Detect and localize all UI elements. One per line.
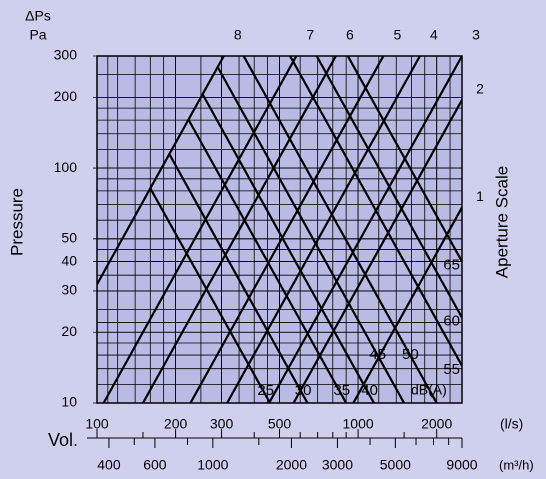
y-title: Pressure — [7, 188, 26, 256]
db-label: 60 — [443, 313, 460, 330]
x2-tick-label: 3000 — [322, 457, 353, 473]
aperture-label: 7 — [306, 27, 314, 43]
aperture-label: 4 — [430, 27, 438, 43]
x-tick-label: 100 — [85, 416, 109, 432]
db-line — [242, 56, 438, 403]
aperture-label: 8 — [234, 27, 242, 43]
db-line — [149, 187, 272, 403]
y-tick-label: 30 — [61, 282, 77, 298]
db-line — [288, 56, 462, 367]
db-label: 45 — [369, 346, 386, 363]
x2-tick-label: 400 — [97, 457, 121, 473]
db-line — [315, 56, 462, 319]
x-title: Vol. — [48, 430, 78, 450]
aperture-line — [142, 56, 337, 403]
db-label: 25 — [257, 382, 274, 399]
y-unit: Pa — [29, 27, 46, 43]
db-label: 55 — [443, 361, 460, 378]
db-line — [168, 153, 309, 403]
y2-title: Aperture Scale — [492, 166, 511, 278]
aperture-line — [97, 56, 225, 285]
aperture-label: 2 — [476, 81, 484, 97]
y-tick-label: 50 — [61, 230, 77, 246]
x2-tick-label: 5000 — [380, 457, 411, 473]
plot-border — [96, 55, 463, 404]
x2-tick-label: 600 — [143, 457, 167, 473]
aperture-line — [226, 56, 421, 403]
db-line — [187, 118, 348, 403]
x-tick-label: 500 — [268, 416, 292, 432]
db-line — [346, 56, 462, 263]
y-tick-label: 10 — [61, 394, 77, 410]
x-tick-label: 300 — [210, 416, 234, 432]
db-line — [216, 66, 406, 403]
db-label: 50 — [402, 346, 419, 363]
aperture-line — [268, 56, 462, 403]
curves — [97, 56, 462, 403]
x-tick-label: 2000 — [421, 416, 452, 432]
aperture-label: 1 — [476, 188, 484, 204]
y-tick-label: 100 — [54, 159, 78, 175]
aperture-line — [189, 56, 385, 403]
aperture-label: 6 — [346, 27, 354, 43]
x2-tick-label: 1000 — [197, 457, 228, 473]
x-tick-label: 1000 — [343, 416, 374, 432]
db-label: 40 — [361, 382, 378, 399]
db-label: 35 — [333, 382, 350, 399]
y-tick-label: 20 — [61, 323, 77, 339]
y-unit-symbol: ΔPs — [25, 8, 51, 24]
x2-tick-label: 9000 — [446, 457, 477, 473]
db-label: 65 — [443, 257, 460, 274]
y-tick-label: 300 — [54, 47, 78, 63]
db-label: 30 — [295, 382, 312, 399]
aperture-label: 5 — [394, 27, 402, 43]
aperture-line — [102, 56, 298, 403]
x2-unit: (m³/h) — [499, 457, 534, 472]
x-unit: (l/s) — [500, 416, 523, 432]
db-line — [201, 93, 375, 403]
y-tick-label: 200 — [54, 88, 78, 104]
aperture-label: 3 — [472, 27, 480, 43]
x2-tick-label: 2000 — [276, 457, 307, 473]
aperture-line — [292, 99, 462, 403]
y-tick-label: 40 — [61, 252, 77, 268]
x-tick-label: 200 — [164, 416, 188, 432]
aperture-line — [352, 206, 462, 403]
